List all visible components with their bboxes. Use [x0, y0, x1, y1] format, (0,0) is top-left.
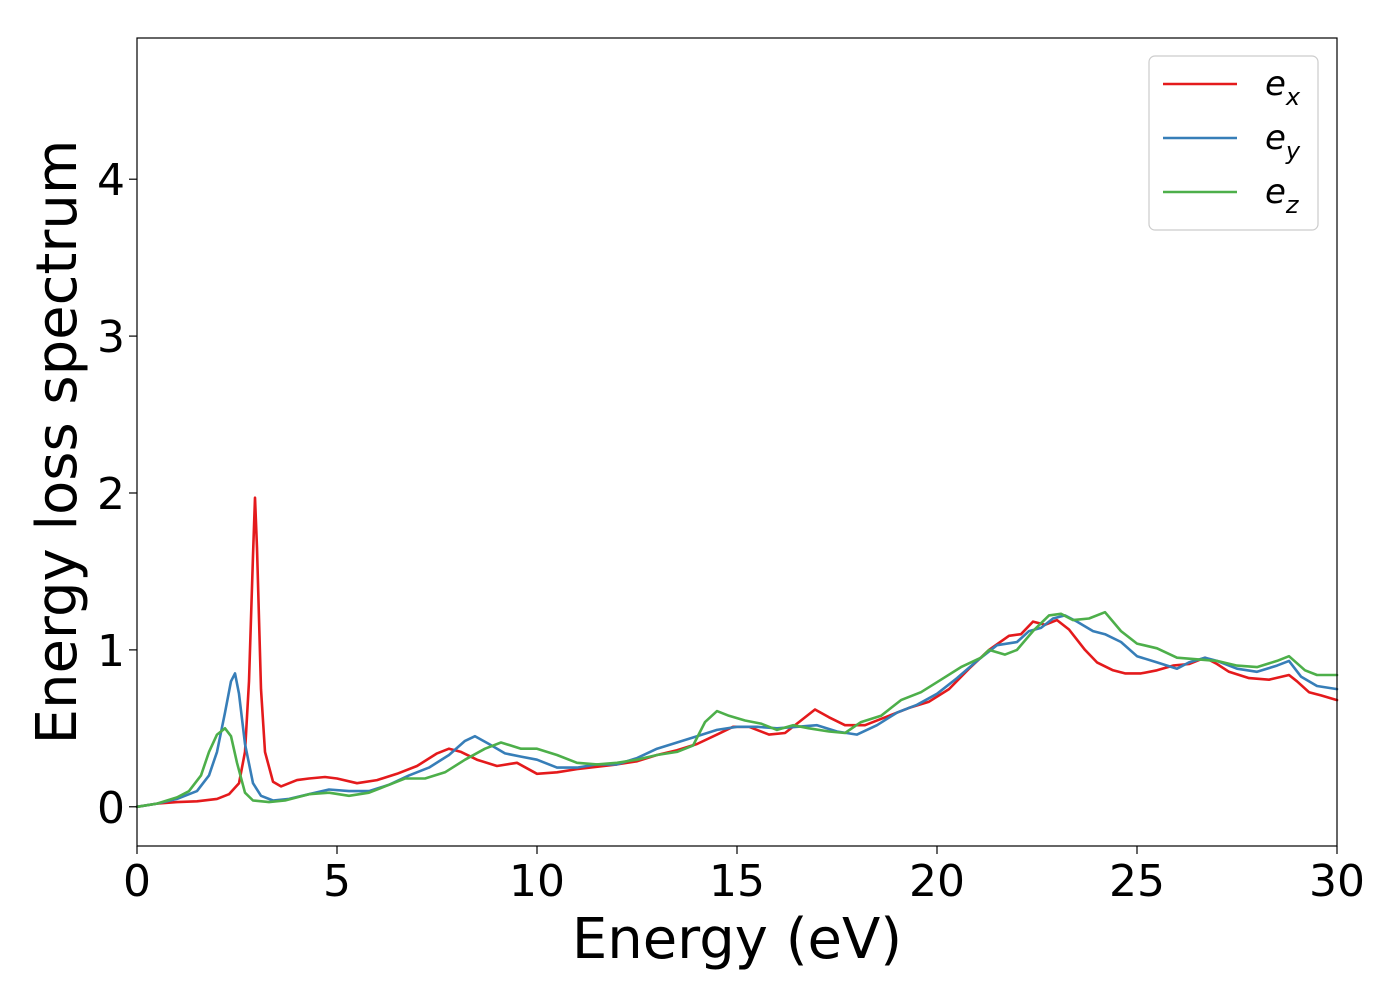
series-layer — [135, 496, 1339, 809]
series-line-z — [135, 610, 1339, 809]
y-tick-label: 2 — [97, 469, 125, 520]
x-tick-label: 0 — [123, 856, 151, 907]
x-axis-label: Energy (eV) — [572, 907, 902, 972]
plot-area — [137, 38, 1337, 846]
legend-subscript: y — [1285, 137, 1301, 165]
x-tick-label: 30 — [1309, 856, 1365, 907]
x-tick-label: 15 — [709, 856, 765, 907]
x-tick-label: 25 — [1109, 856, 1165, 907]
x-tick-label: 5 — [323, 856, 351, 907]
y-tick-label: 4 — [97, 155, 125, 206]
y-tick-label: 0 — [97, 783, 125, 834]
x-tick-label: 10 — [509, 856, 565, 907]
x-tick-label: 20 — [909, 856, 965, 907]
x-axis: 0 5 10 15 20 25 30 — [123, 846, 1365, 907]
y-tick-label: 3 — [97, 312, 125, 363]
y-tick-label: 1 — [97, 626, 125, 677]
series-line-y — [135, 614, 1339, 809]
legend-subscript: x — [1285, 83, 1301, 111]
legend-subscript: z — [1285, 191, 1300, 219]
y-axis: 0 1 2 3 4 — [97, 155, 137, 834]
y-axis-label: Energy loss spectrum — [25, 140, 90, 745]
legend-box — [1148, 55, 1319, 231]
series-line-x — [135, 496, 1339, 809]
